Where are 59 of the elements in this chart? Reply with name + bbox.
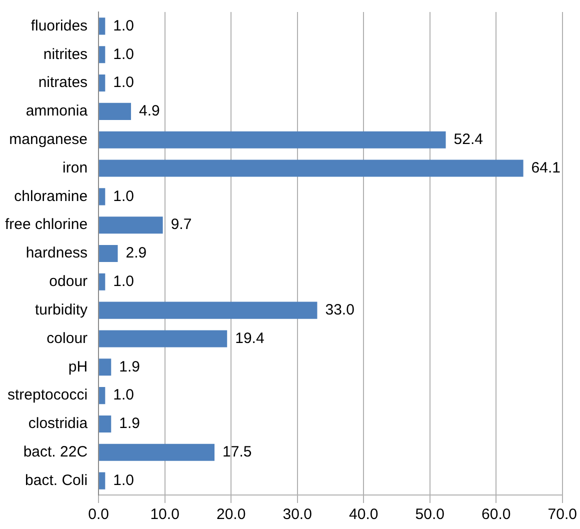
bar — [99, 46, 106, 64]
y-tick-label: odour — [49, 273, 88, 290]
x-tick-label: 40.0 — [349, 506, 378, 524]
data-label: 1.0 — [113, 472, 134, 489]
y-tick-label: chloramine — [14, 188, 88, 205]
y-tick-label: streptococci — [7, 386, 88, 404]
bar — [99, 18, 106, 35]
x-tick-label: 10.0 — [150, 506, 180, 524]
data-label: 1.0 — [113, 46, 134, 63]
y-tick-label: pH — [68, 358, 88, 376]
bar — [99, 273, 106, 290]
bar — [99, 358, 112, 376]
y-tick-label: iron — [62, 159, 88, 176]
data-label: 1.0 — [113, 17, 134, 34]
y-tick-label: hardness — [26, 244, 88, 262]
data-label: 19.4 — [235, 330, 264, 347]
y-tick-label: nitrates — [38, 74, 88, 92]
bar — [99, 330, 228, 348]
data-label: 17.5 — [222, 444, 252, 461]
data-label: 64.1 — [531, 159, 561, 176]
bar — [99, 74, 106, 92]
y-tick-label: clostridia — [28, 415, 88, 432]
data-label: 1.0 — [113, 386, 134, 404]
bar — [99, 188, 106, 206]
data-label: 33.0 — [325, 301, 354, 318]
x-tick-label: 20.0 — [216, 506, 246, 524]
data-label: 1.0 — [113, 273, 134, 290]
bar — [99, 160, 524, 177]
x-tick-label: 0.0 — [88, 506, 109, 524]
bar — [99, 415, 112, 432]
data-label: 1.0 — [113, 74, 134, 92]
y-tick-label: free chlorine — [4, 216, 88, 234]
data-label: 1.9 — [119, 358, 140, 376]
y-tick-label: bact. Coli — [25, 472, 88, 489]
x-tick-label: 50.0 — [415, 506, 444, 524]
y-tick-label: nitrites — [43, 46, 88, 63]
bar — [99, 472, 106, 490]
y-tick-label: turbidity — [35, 301, 88, 318]
data-label: 52.4 — [454, 130, 483, 148]
bar — [99, 216, 163, 234]
bar — [99, 131, 446, 148]
data-label: 2.9 — [126, 244, 147, 262]
bar — [99, 244, 118, 262]
data-label: 1.9 — [119, 415, 140, 432]
y-tick-label: colour — [46, 330, 88, 347]
x-tick-label: 60.0 — [482, 506, 511, 524]
bar — [99, 444, 215, 461]
y-tick-label: fluorides — [30, 17, 88, 34]
bar — [99, 387, 106, 404]
x-tick-label: 30.0 — [282, 506, 312, 524]
y-tick-label: manganese — [9, 130, 88, 148]
data-label: 9.7 — [170, 216, 192, 234]
bar — [99, 302, 318, 319]
data-label: 1.0 — [113, 188, 134, 205]
bar — [99, 102, 132, 120]
data-label: 4.9 — [139, 102, 160, 120]
y-tick-label: bact. 22C — [23, 444, 88, 461]
x-tick-label: 70.0 — [548, 506, 578, 524]
y-tick-label: ammonia — [26, 102, 88, 120]
